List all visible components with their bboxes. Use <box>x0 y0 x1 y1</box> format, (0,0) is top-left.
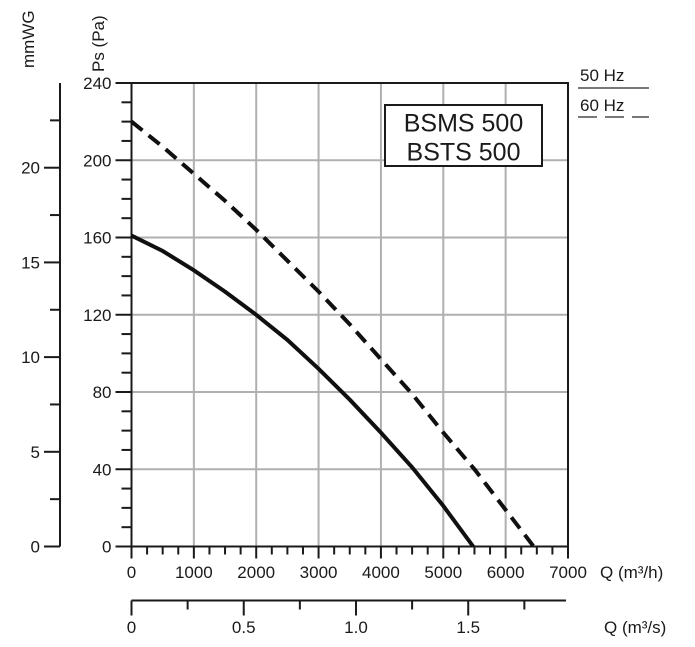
x-axis-tick-label: 4000 <box>362 563 400 582</box>
x-axis-tick-label: 1000 <box>175 563 213 582</box>
x-primary-axis-label: Q (m³/h) <box>600 563 663 582</box>
model-name-line2: BSTS 500 <box>407 139 521 167</box>
y-axis-tick-label: 40 <box>93 460 112 479</box>
model-box-border <box>384 104 543 167</box>
y-axis-tick-label: 120 <box>83 306 111 325</box>
x-axis-tick-label: 6000 <box>487 563 525 582</box>
qs-tick-label: 1.0 <box>344 618 368 637</box>
mmwg-tick-label: 10 <box>21 348 40 367</box>
x-axis-tick-label: 3000 <box>300 563 338 582</box>
model-box: BSMS 500 BSTS 500 <box>384 104 543 167</box>
model-name-line1: BSMS 500 <box>404 110 524 138</box>
y-axis-tick-label: 80 <box>93 383 112 402</box>
curve-layer <box>130 120 536 548</box>
x-secondary-axis-label: Q (m³/s) <box>604 618 666 637</box>
qs-tick-label: 0 <box>127 618 136 637</box>
x-axis-tick-label: 2000 <box>237 563 275 582</box>
y-primary-axis-label: Ps (Pa) <box>89 15 108 72</box>
y-axis-tick-label: 160 <box>83 229 111 248</box>
mmwg-tick-label: 20 <box>21 159 40 178</box>
x-axis-tick-label: 5000 <box>424 563 462 582</box>
legend: 50 Hz 60 Hz <box>578 66 649 118</box>
curve-50hz <box>130 233 475 548</box>
y-secondary-axis-label: mmWG <box>19 10 38 68</box>
y-axis-tick-label: 240 <box>83 74 111 93</box>
legend-label-60hz: 60 Hz <box>580 96 624 115</box>
mmwg-tick-label: 5 <box>31 443 40 462</box>
mmwg-tick-label: 15 <box>21 253 40 272</box>
x-axis-tick-label: 0 <box>127 563 136 582</box>
y-axis-tick-label: 200 <box>83 151 111 170</box>
mmwg-tick-label: 0 <box>31 538 40 557</box>
x-axis-tick-label: 7000 <box>549 563 587 582</box>
y-axis-tick-label: 0 <box>102 538 111 557</box>
qs-tick-label: 0.5 <box>232 618 256 637</box>
curve-60hz <box>130 120 536 548</box>
qs-tick-label: 1.5 <box>456 618 480 637</box>
legend-label-50hz: 50 Hz <box>580 66 624 85</box>
